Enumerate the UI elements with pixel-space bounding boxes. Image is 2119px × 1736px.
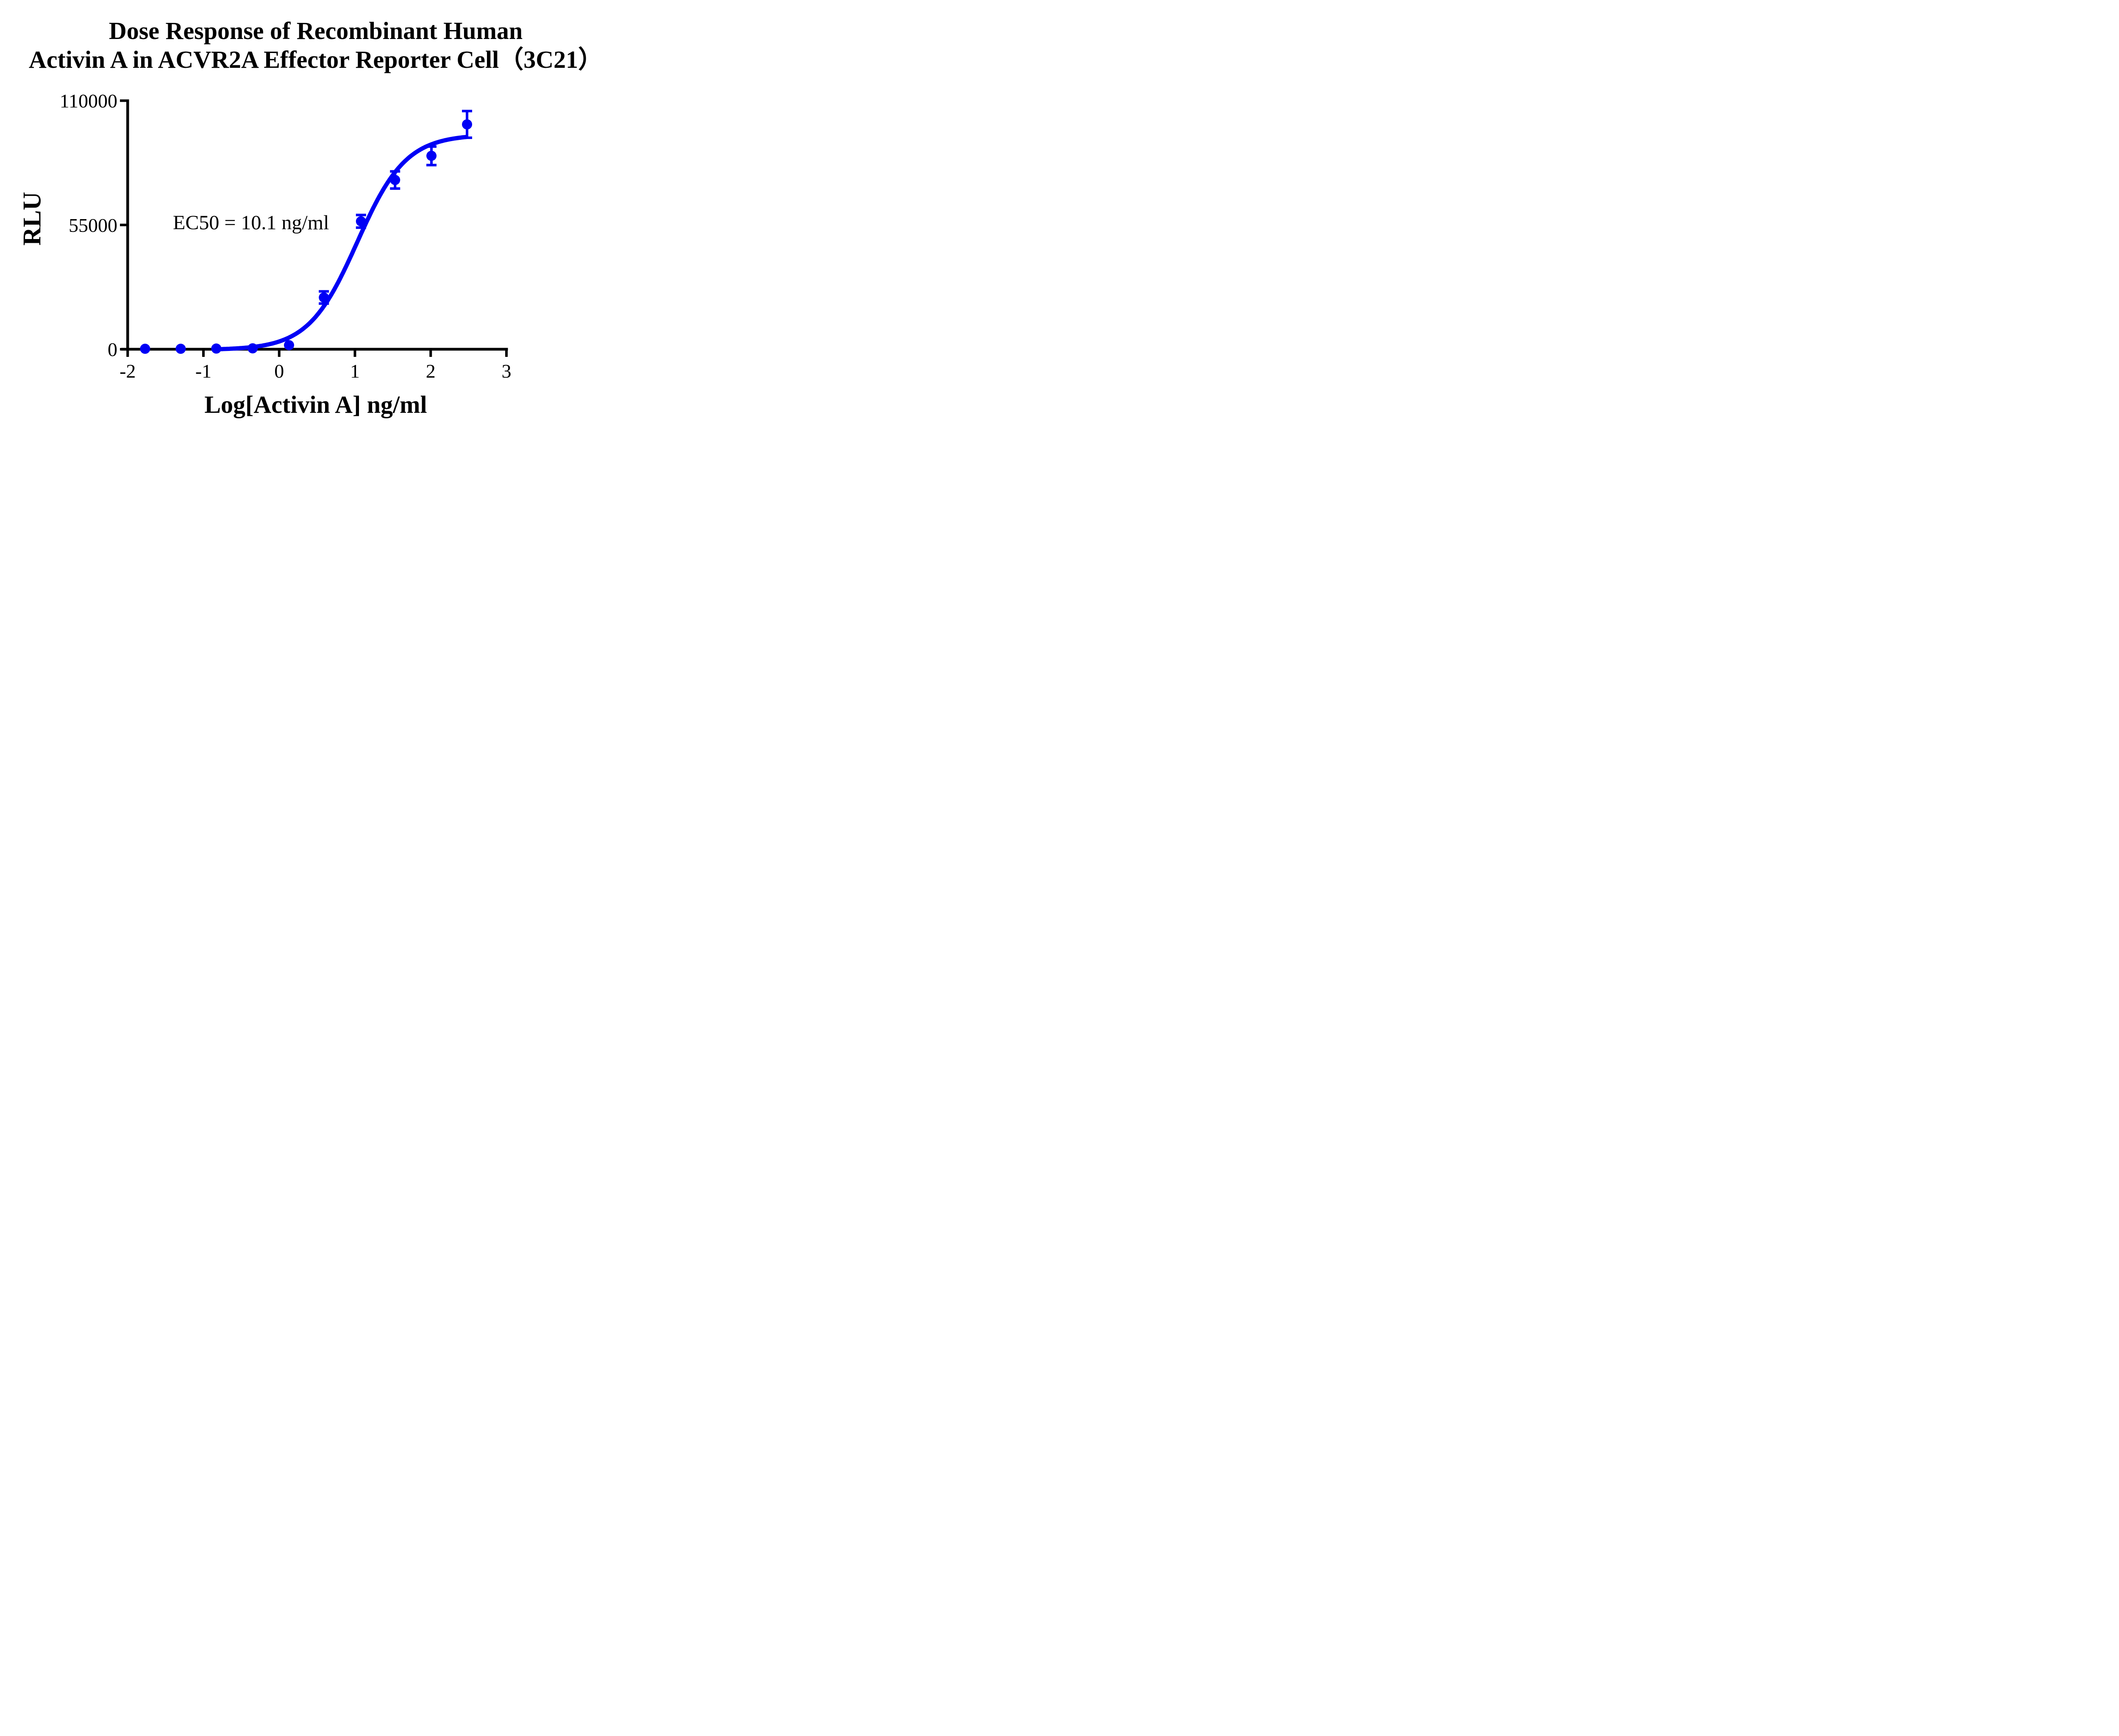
data-point-marker <box>140 343 150 354</box>
ec50-annotation: EC50 = 10.1 ng/ml <box>173 211 329 234</box>
x-tick-label: 1 <box>350 360 360 382</box>
fit-curve <box>212 135 468 352</box>
y-tick-label: 110000 <box>60 90 117 112</box>
x-tick-label: 3 <box>502 360 512 382</box>
chart-title-line2: Activin A in ACVR2A Effector Reporter Ce… <box>28 46 603 73</box>
data-point-marker <box>390 175 400 185</box>
plot-canvas: -2 -1 0 1 2 3 0 55000 110000 <box>60 90 512 382</box>
x-axis-title: Log[Activin A] ng/ml <box>204 391 427 418</box>
data-point-marker <box>426 150 437 161</box>
x-tick-label: 0 <box>274 360 284 382</box>
y-axis-title: RLU <box>18 192 46 246</box>
x-tick-label: -1 <box>195 360 211 382</box>
data-point-marker <box>175 343 186 354</box>
data-point-marker <box>247 343 258 353</box>
x-tick-label: 2 <box>426 360 436 382</box>
data-point-marker <box>284 340 294 351</box>
data-point-marker <box>211 343 222 354</box>
data-point-marker <box>462 119 473 130</box>
data-point-marker <box>356 216 366 227</box>
chart-title-line1: Dose Response of Recombinant Human <box>108 17 523 45</box>
y-tick-label: 55000 <box>69 214 117 236</box>
x-tick-label: -2 <box>120 360 136 382</box>
dose-response-figure: -2 -1 0 1 2 3 0 55000 110000 Dose Response of Re… <box>0 0 610 434</box>
data-point-marker <box>319 292 329 303</box>
y-tick-label: 0 <box>108 339 117 360</box>
